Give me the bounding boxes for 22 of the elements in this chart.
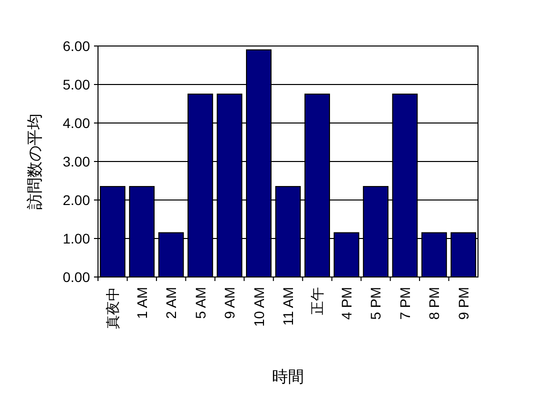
y-tick-label: 2.00: [62, 192, 90, 208]
y-tick-label: 3.00: [62, 154, 90, 170]
y-tick-label: 0.00: [62, 269, 90, 285]
x-tick-label: 2 AM: [163, 287, 180, 319]
y-tick-label: 1.00: [62, 230, 90, 246]
x-tick-label: 9 AM: [222, 287, 238, 319]
x-axis-title: 時間: [272, 368, 304, 386]
x-tick-label: 真夜中: [104, 287, 121, 329]
x-tick-label: 5 AM: [192, 287, 208, 319]
y-tick-label: 6.00: [62, 38, 90, 54]
x-tick-label: 4 PM: [338, 287, 354, 320]
x-tick-label: 7 PM: [396, 287, 413, 320]
x-tick-label: 1 AM: [134, 287, 150, 319]
x-tick-label: 5 PM: [368, 287, 384, 320]
y-tick-label: 5.00: [62, 76, 90, 92]
x-tick-label: 8 PM: [426, 287, 442, 320]
x-tick-label: 10 AM: [250, 287, 267, 327]
y-axis-title: 訪問数の平均: [26, 114, 44, 210]
x-tick-label: 正午: [309, 287, 326, 315]
x-tick-label: 9 PM: [455, 287, 472, 320]
x-tick-label: 11 AM: [280, 287, 296, 326]
y-tick-label: 4.00: [62, 115, 90, 131]
